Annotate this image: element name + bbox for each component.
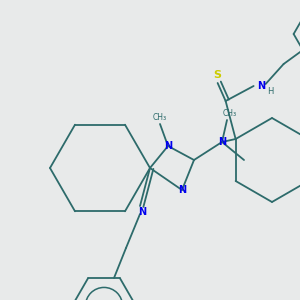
Text: S: S (214, 70, 222, 80)
Text: CH₃: CH₃ (153, 112, 167, 122)
Text: N: N (218, 137, 226, 147)
Text: N: N (178, 185, 186, 195)
Text: N: N (164, 141, 172, 151)
Text: CH₃: CH₃ (223, 109, 237, 118)
Text: N: N (138, 207, 146, 217)
Text: H: H (267, 88, 274, 97)
Text: N: N (258, 81, 266, 91)
